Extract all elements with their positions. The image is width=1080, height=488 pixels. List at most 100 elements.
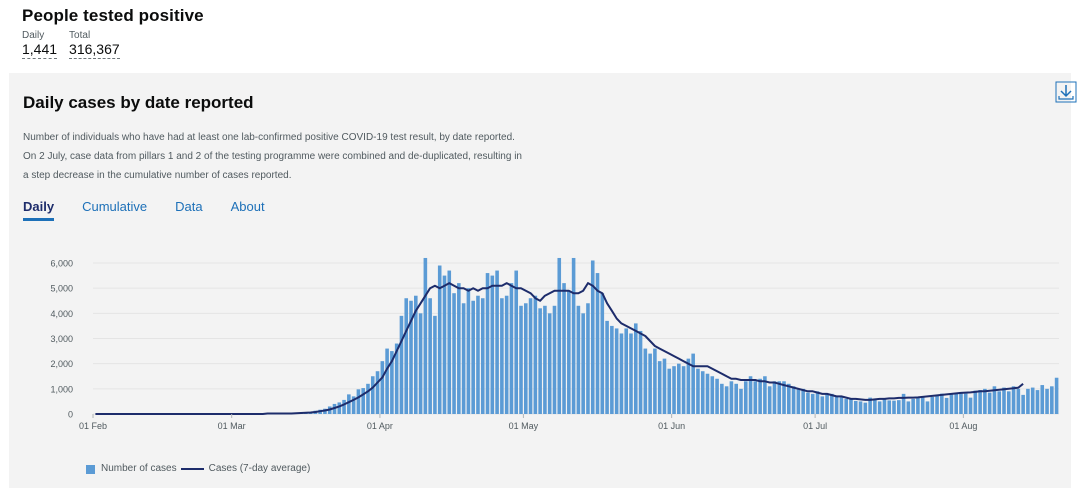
bar: [916, 397, 920, 414]
y-tick-label: 0: [68, 410, 73, 420]
bar: [633, 323, 638, 414]
bar: [342, 399, 346, 414]
headline-summary: People tested positive Daily 1,441 Total…: [22, 6, 204, 59]
bar: [839, 396, 844, 414]
bar: [968, 397, 973, 414]
x-tick-label: 01 Feb: [79, 421, 107, 431]
bar: [567, 290, 571, 414]
bar: [667, 368, 672, 414]
bar: [892, 400, 896, 414]
bar: [581, 313, 585, 414]
bar: [715, 378, 719, 414]
tab-about[interactable]: About: [230, 199, 265, 214]
legend-bar-label: Number of cases: [101, 463, 177, 474]
bar: [710, 376, 715, 414]
x-tick-label: 01 Jun: [658, 421, 685, 431]
bar: [954, 393, 958, 414]
bar: [734, 383, 738, 414]
bar: [858, 401, 863, 414]
bar: [662, 358, 667, 414]
bar: [351, 396, 356, 414]
bar: [452, 293, 456, 414]
bar: [920, 396, 925, 414]
bar: [696, 368, 700, 414]
bar: [1054, 377, 1059, 414]
bar: [810, 393, 815, 414]
bar: [457, 283, 461, 414]
x-tick-label: 01 May: [509, 421, 539, 431]
tab-daily[interactable]: Daily: [23, 199, 55, 221]
bar: [576, 305, 581, 414]
total-value[interactable]: 316,367: [69, 41, 120, 59]
bar: [394, 343, 399, 414]
bar: [720, 383, 724, 414]
bar: [815, 391, 820, 414]
bar: [528, 298, 533, 414]
bar: [347, 394, 351, 414]
bar: [442, 275, 447, 414]
bar: [705, 373, 710, 414]
bar: [801, 388, 805, 414]
bar: [1035, 390, 1040, 414]
bar: [877, 401, 882, 414]
chart-legend: Number of cases Cases (7-day average): [86, 463, 310, 475]
y-tick-label: 1,000: [50, 384, 73, 394]
bar: [504, 295, 509, 414]
bar: [868, 397, 872, 414]
bar: [390, 351, 394, 414]
bar: [447, 270, 452, 414]
tab-data[interactable]: Data: [175, 199, 203, 214]
bar: [356, 389, 361, 414]
bar: [949, 393, 954, 414]
bar: [533, 295, 538, 414]
bar: [844, 398, 848, 414]
bar: [418, 313, 423, 414]
bar: [791, 386, 796, 414]
bar: [987, 392, 992, 414]
bar: [983, 388, 987, 414]
bar: [437, 265, 442, 414]
bar: [624, 328, 629, 414]
bar: [944, 397, 949, 414]
bar: [543, 305, 547, 414]
bar: [796, 388, 801, 414]
bar: [495, 270, 499, 414]
headline-title: People tested positive: [22, 6, 204, 25]
bar: [547, 313, 552, 414]
bar: [590, 260, 595, 414]
bar: [538, 308, 542, 414]
daily-value[interactable]: 1,441: [22, 41, 58, 59]
bar: [1050, 386, 1054, 414]
bar: [782, 381, 786, 414]
bar: [461, 303, 466, 414]
bar: [743, 381, 748, 414]
bar: [853, 400, 858, 414]
bar: [523, 303, 528, 414]
bar: [1021, 394, 1025, 414]
download-icon[interactable]: [1055, 81, 1077, 103]
bar: [863, 402, 868, 414]
tab-cumulative[interactable]: Cumulative: [82, 199, 148, 214]
bar: [605, 320, 609, 414]
bar: [409, 300, 413, 414]
bar: [375, 371, 380, 414]
bar: [648, 353, 652, 414]
bar: [557, 257, 562, 414]
bar: [1026, 388, 1030, 414]
bar: [485, 273, 490, 414]
bar: [385, 348, 389, 414]
bar: [772, 381, 777, 414]
bar: [1040, 385, 1045, 414]
bar: [849, 398, 853, 414]
bar: [519, 305, 523, 414]
daily-label: Daily: [22, 30, 45, 41]
bar: [748, 376, 753, 414]
bar: [672, 366, 676, 414]
legend-bar-swatch: [86, 464, 95, 474]
bar: [657, 361, 662, 414]
bar: [834, 396, 839, 414]
bar: [787, 383, 791, 414]
bar: [361, 388, 365, 414]
bar: [500, 298, 504, 414]
bar: [562, 283, 566, 414]
